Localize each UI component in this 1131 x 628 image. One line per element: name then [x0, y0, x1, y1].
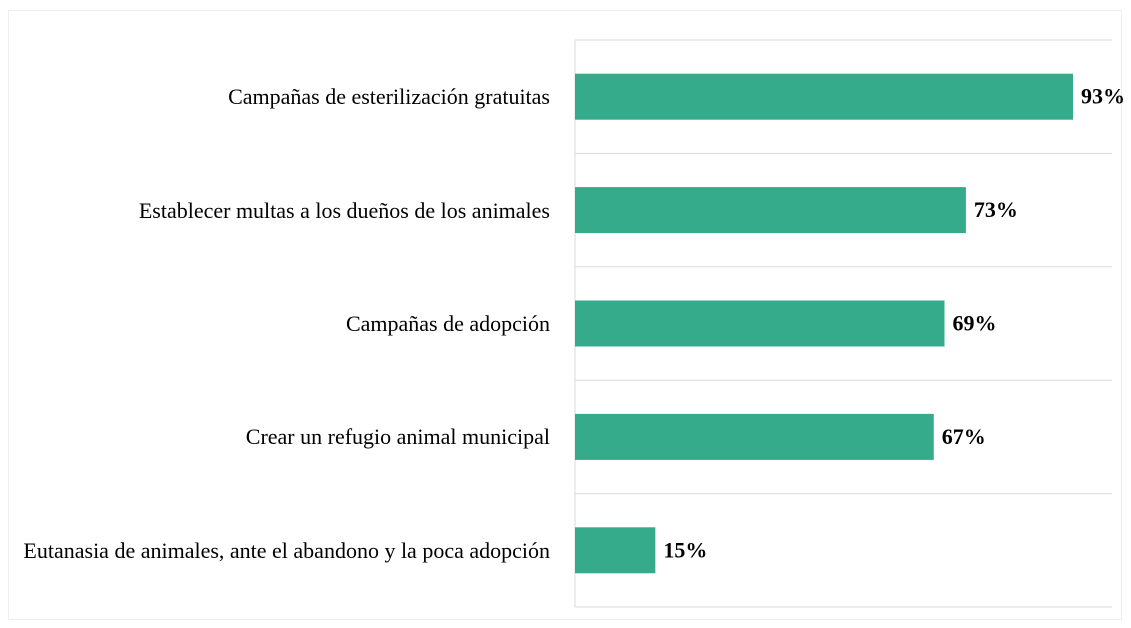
value-label: 93% — [1081, 84, 1125, 109]
value-label: 15% — [663, 537, 707, 562]
value-label: 67% — [942, 424, 986, 449]
chart-frame — [8, 10, 1122, 620]
category-label: Establecer multas a los dueños de los an… — [138, 197, 550, 223]
bar — [575, 527, 656, 574]
bar — [575, 73, 1074, 120]
bar — [575, 187, 966, 234]
category-label: Crear un refugio animal municipal — [245, 424, 550, 450]
category-label: Campañas de adopción — [345, 311, 550, 336]
category-label: Campañas de esterilización gratuitas — [228, 84, 550, 110]
value-label: 73% — [974, 197, 1018, 222]
value-label: 69% — [952, 311, 996, 336]
bar — [575, 300, 945, 347]
bar — [575, 413, 934, 460]
category-label: Eutanasia de animales, ante el abandono … — [23, 537, 550, 563]
